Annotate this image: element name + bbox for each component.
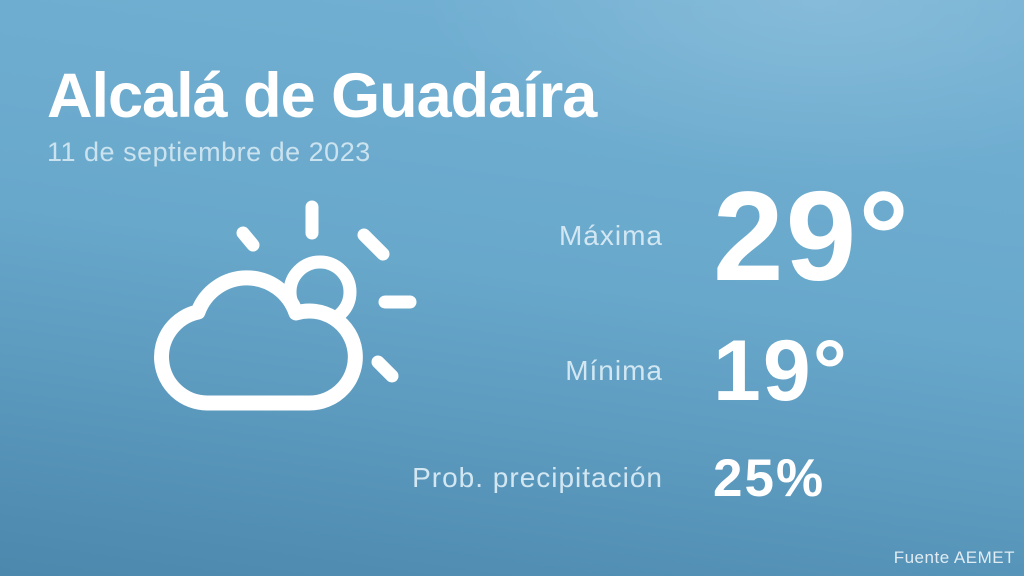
min-temperature-value: 19° [713,323,850,419]
min-temperature-label: Mínima [565,355,663,386]
cloud-outline [154,270,363,411]
precipitation-label: Prob. precipitación [412,462,663,493]
sun-rays [236,200,417,383]
max-temperature-row: Máxima 29° [150,164,920,307]
precipitation-row: Prob. precipitación 25% [150,448,920,508]
sun-behind-cloud-icon [154,200,417,411]
header: Alcalá de Guadaíra 11 de septiembre de 2… [47,61,597,168]
min-temperature-row: Mínima 19° [150,328,920,414]
precipitation-value: 25% [713,448,826,508]
max-temperature-value: 29° [713,164,912,307]
max-temperature-label: Máxima [558,220,663,251]
page-title: Alcalá de Guadaíra [47,61,597,131]
source-attribution: Fuente AEMET [893,548,1015,567]
date-subtitle: 11 de septiembre de 2023 [47,137,371,167]
